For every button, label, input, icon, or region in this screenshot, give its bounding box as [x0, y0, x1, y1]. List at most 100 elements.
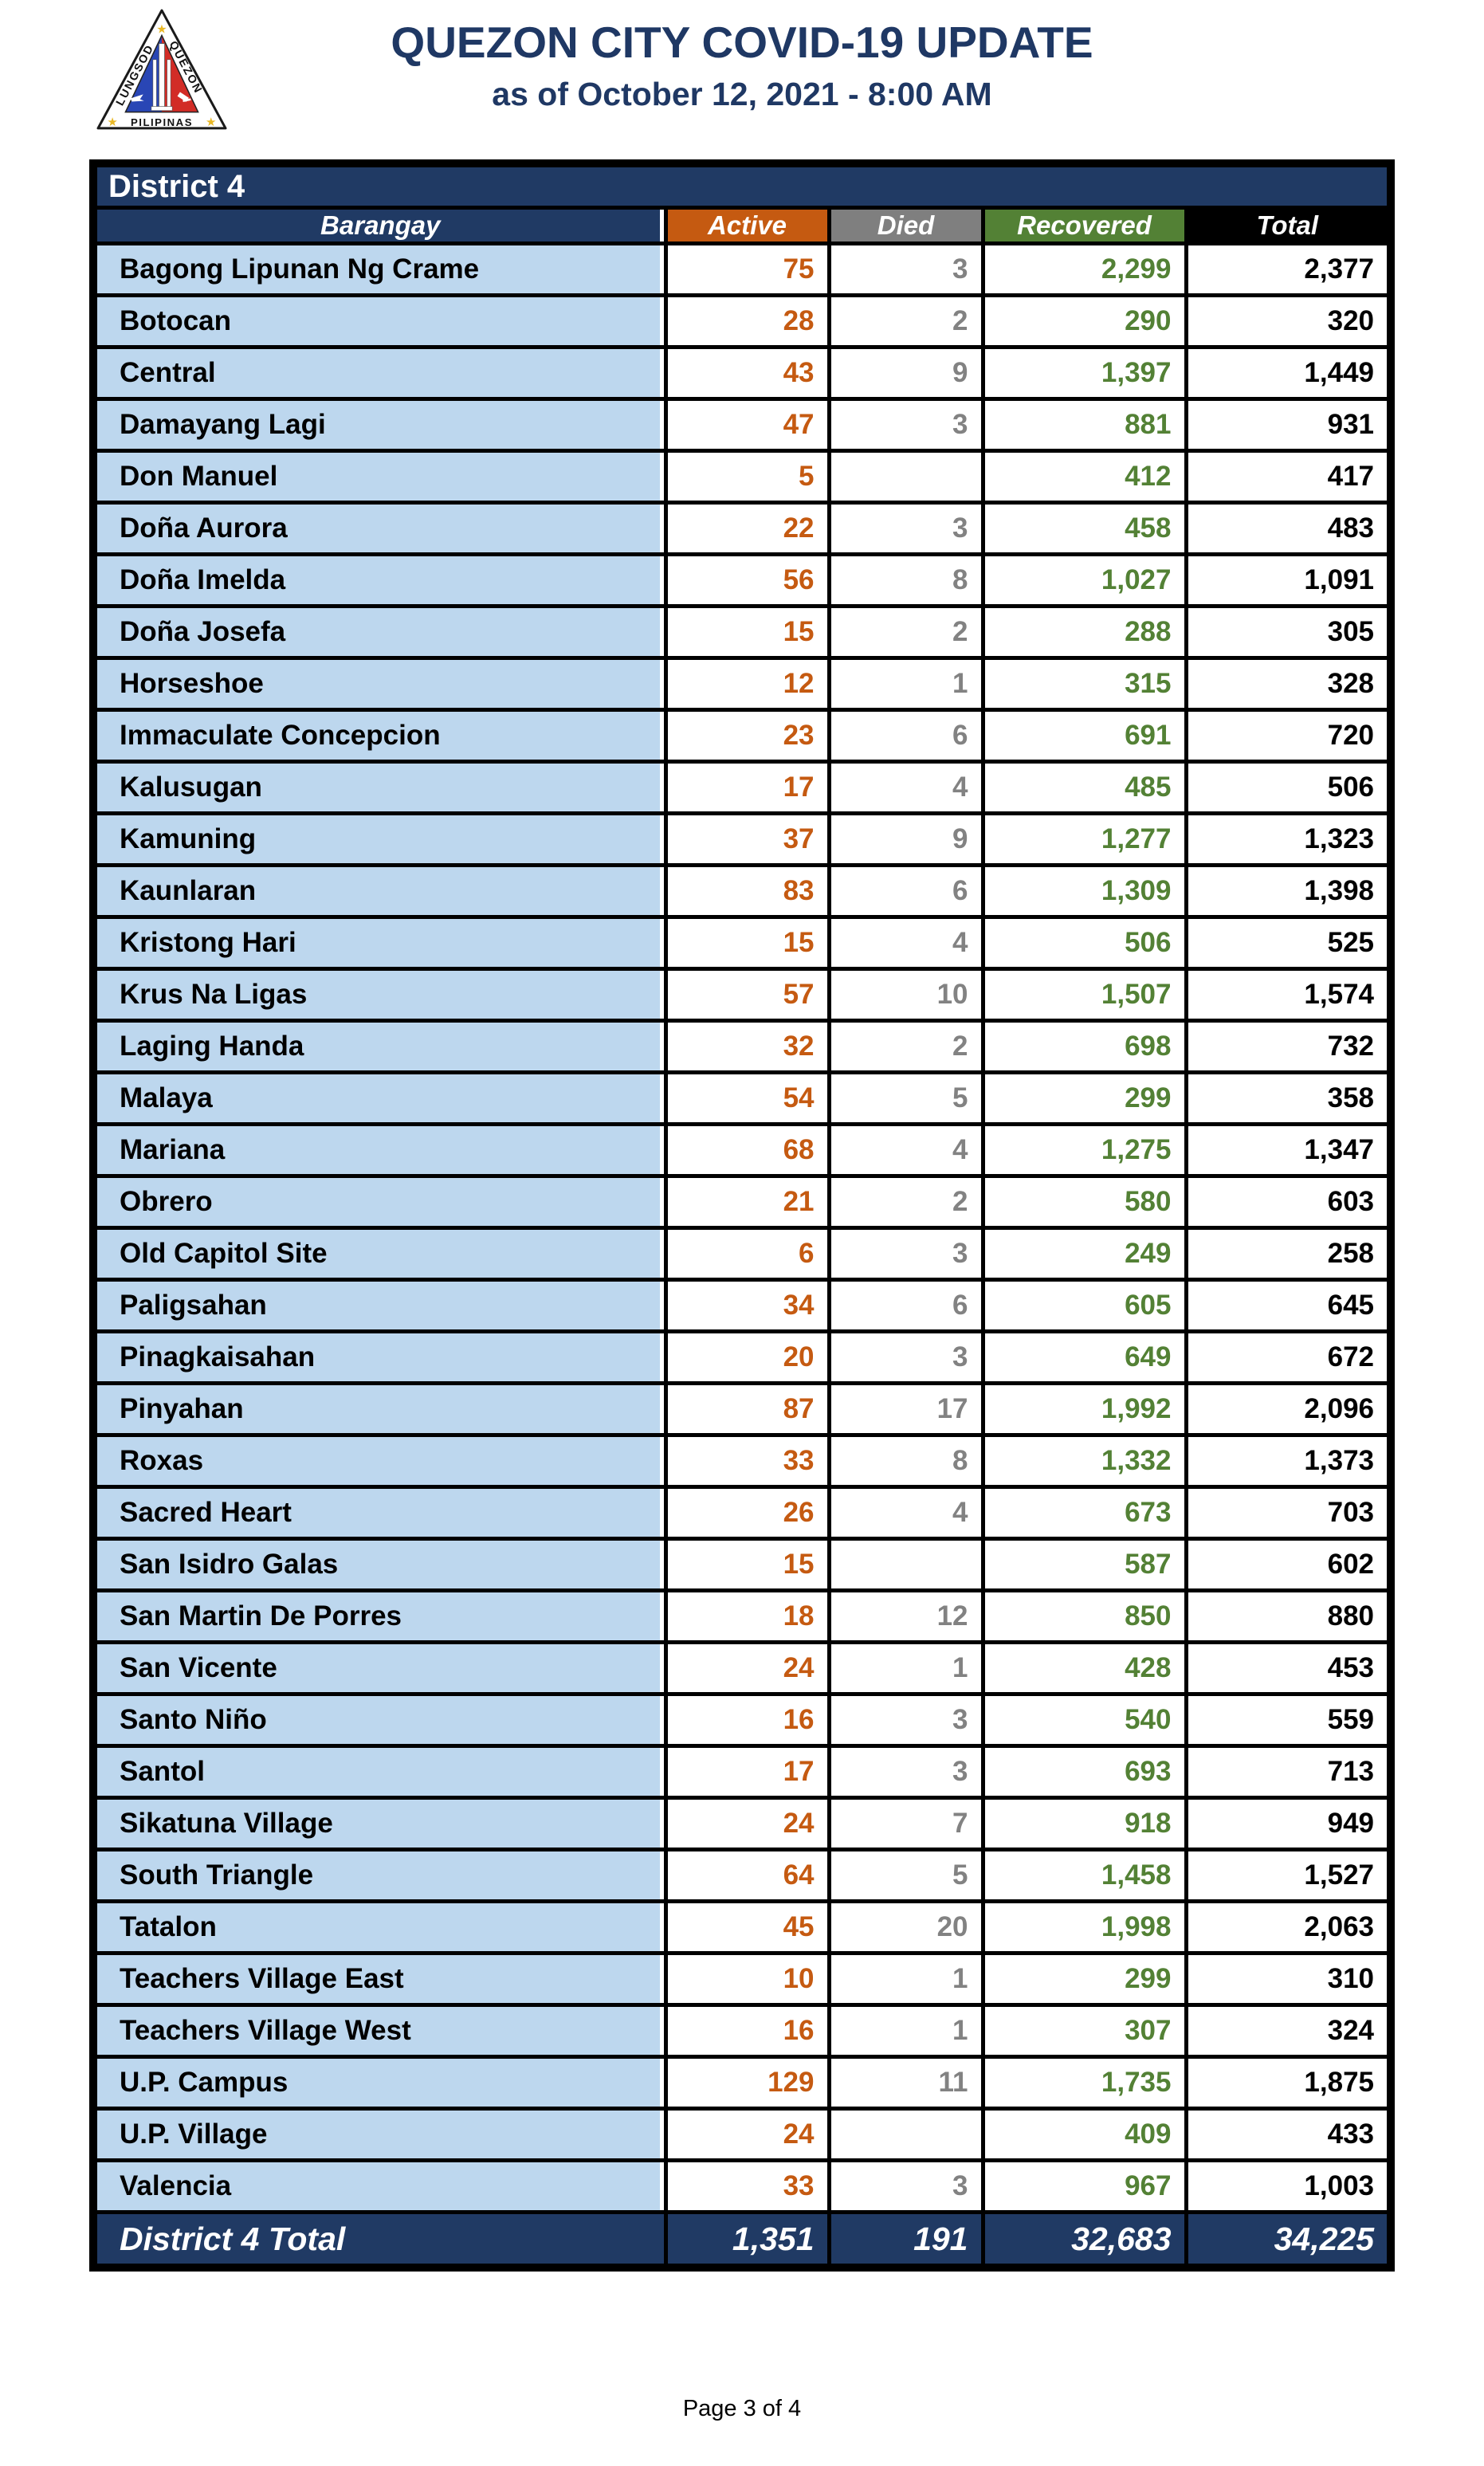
recovered-cell: 1,992 — [980, 1381, 1188, 1437]
died-cell: 3 — [826, 2158, 985, 2214]
monument-base — [151, 106, 173, 111]
active-cell: 18 — [663, 1588, 831, 1644]
died-cell: 4 — [826, 1122, 985, 1178]
died-cell: 3 — [826, 241, 985, 297]
total-cell: 1,875 — [1184, 2055, 1393, 2111]
active-cell: 22 — [663, 501, 831, 556]
died-cell: 7 — [826, 1796, 985, 1851]
total-cell: 258 — [1184, 1226, 1393, 1282]
recovered-cell: 540 — [980, 1692, 1188, 1748]
recovered-cell: 485 — [980, 760, 1188, 815]
total-cell: 602 — [1184, 1537, 1393, 1592]
table-row: Roxas 33 8 1,332 1,373 — [91, 1433, 1393, 1489]
active-cell: 75 — [663, 241, 831, 297]
table-row: San Martin De Porres 18 12 850 880 — [91, 1588, 1393, 1644]
table-row: Pinagkaisahan 20 3 649 672 — [91, 1329, 1393, 1385]
recovered-cell: 249 — [980, 1226, 1188, 1282]
died-cell: 1 — [826, 656, 985, 712]
died-cell: 9 — [826, 345, 985, 401]
died-cell: 3 — [826, 397, 985, 453]
recovered-cell: 691 — [980, 708, 1188, 764]
total-cell: 433 — [1184, 2107, 1393, 2162]
total-cell: 1,527 — [1184, 1848, 1393, 1903]
total-cell: 2,096 — [1184, 1381, 1393, 1437]
died-cell: 1 — [826, 2003, 985, 2059]
total-cell: 1,091 — [1184, 552, 1393, 608]
active-cell: 24 — [663, 2107, 831, 2162]
barangay-cell: Krus Na Ligas — [91, 967, 668, 1023]
table-row: South Triangle 64 5 1,458 1,527 — [91, 1848, 1393, 1903]
died-cell: 2 — [826, 293, 985, 349]
active-cell: 6 — [663, 1226, 831, 1282]
table-row: Botocan 28 2 290 320 — [91, 293, 1393, 349]
barangay-cell: Botocan — [91, 293, 668, 349]
died-cell: 6 — [826, 863, 985, 919]
recovered-cell: 506 — [980, 915, 1188, 971]
died-cell: 5 — [826, 1848, 985, 1903]
column-header-recovered: Recovered — [980, 206, 1188, 245]
died-cell: 1 — [826, 1640, 985, 1696]
barangay-cell: San Isidro Galas — [91, 1537, 668, 1592]
barangay-cell: Pinyahan — [91, 1381, 668, 1437]
barangay-cell: Doña Imelda — [91, 552, 668, 608]
column-header-row: Barangay Active Died Recovered Total — [91, 206, 1393, 245]
total-cell: 1,398 — [1184, 863, 1393, 919]
active-cell: 17 — [663, 1744, 831, 1800]
total-cell: 732 — [1184, 1019, 1393, 1074]
table-row: Valencia 33 3 967 1,003 — [91, 2158, 1393, 2214]
died-cell — [826, 449, 985, 505]
barangay-cell: Malaya — [91, 1070, 668, 1126]
recovered-cell: 1,998 — [980, 1899, 1188, 1955]
barangay-cell: Santo Niño — [91, 1692, 668, 1748]
died-cell: 2 — [826, 1174, 985, 1230]
column-header-died: Died — [826, 206, 985, 245]
barangay-cell: Tatalon — [91, 1899, 668, 1955]
active-cell: 15 — [663, 915, 831, 971]
barangay-cell: Mariana — [91, 1122, 668, 1178]
total-cell: 358 — [1184, 1070, 1393, 1126]
recovered-cell: 850 — [980, 1588, 1188, 1644]
barangay-cell: Bagong Lipunan Ng Crame — [91, 241, 668, 297]
covid-table: District 4 Barangay Active Died Recovere… — [89, 159, 1396, 2272]
died-cell: 12 — [826, 1588, 985, 1644]
total-row: District 4 Total 1,351 191 32,683 34,225 — [91, 2210, 1393, 2270]
recovered-cell: 605 — [980, 1278, 1188, 1333]
active-cell: 45 — [663, 1899, 831, 1955]
recovered-cell: 1,735 — [980, 2055, 1188, 2111]
barangay-cell: Doña Aurora — [91, 501, 668, 556]
district-header-row: District 4 — [91, 161, 1393, 210]
table-body: Bagong Lipunan Ng Crame 75 3 2,299 2,377 Boto… — [91, 241, 1393, 2214]
total-cell: 880 — [1184, 1588, 1393, 1644]
table-row: Obrero 21 2 580 603 — [91, 1174, 1393, 1230]
recovered-cell: 649 — [980, 1329, 1188, 1385]
total-cell: 310 — [1184, 1951, 1393, 2007]
total-cell: 1,323 — [1184, 811, 1393, 867]
active-cell: 47 — [663, 397, 831, 453]
recovered-cell: 1,275 — [980, 1122, 1188, 1178]
active-cell: 23 — [663, 708, 831, 764]
table-row: Santo Niño 16 3 540 559 — [91, 1692, 1393, 1748]
died-cell: 3 — [826, 1692, 985, 1748]
total-cell: 949 — [1184, 1796, 1393, 1851]
table-row: Doña Aurora 22 3 458 483 — [91, 501, 1393, 556]
table-row: Damayang Lagi 47 3 881 931 — [91, 397, 1393, 453]
active-cell: 24 — [663, 1640, 831, 1696]
total-cell: 506 — [1184, 760, 1393, 815]
total-cell: 453 — [1184, 1640, 1393, 1696]
total-cell: 1,373 — [1184, 1433, 1393, 1489]
died-cell: 4 — [826, 760, 985, 815]
barangay-cell: Damayang Lagi — [91, 397, 668, 453]
recovered-cell: 2,299 — [980, 241, 1188, 297]
total-cell: 703 — [1184, 1485, 1393, 1541]
died-cell: 3 — [826, 1744, 985, 1800]
table-row: Malaya 54 5 299 358 — [91, 1070, 1393, 1126]
barangay-cell: Don Manuel — [91, 449, 668, 505]
died-cell: 8 — [826, 552, 985, 608]
qc-seal-logo: ★ ★ ★ LUNGSOD QUEZON PILIPINAS — [96, 9, 227, 130]
died-cell: 3 — [826, 1226, 985, 1282]
recovered-cell: 288 — [980, 604, 1188, 660]
table-row: Mariana 68 4 1,275 1,347 — [91, 1122, 1393, 1178]
total-cell: 483 — [1184, 501, 1393, 556]
total-cell: 713 — [1184, 1744, 1393, 1800]
barangay-cell: Kalusugan — [91, 760, 668, 815]
